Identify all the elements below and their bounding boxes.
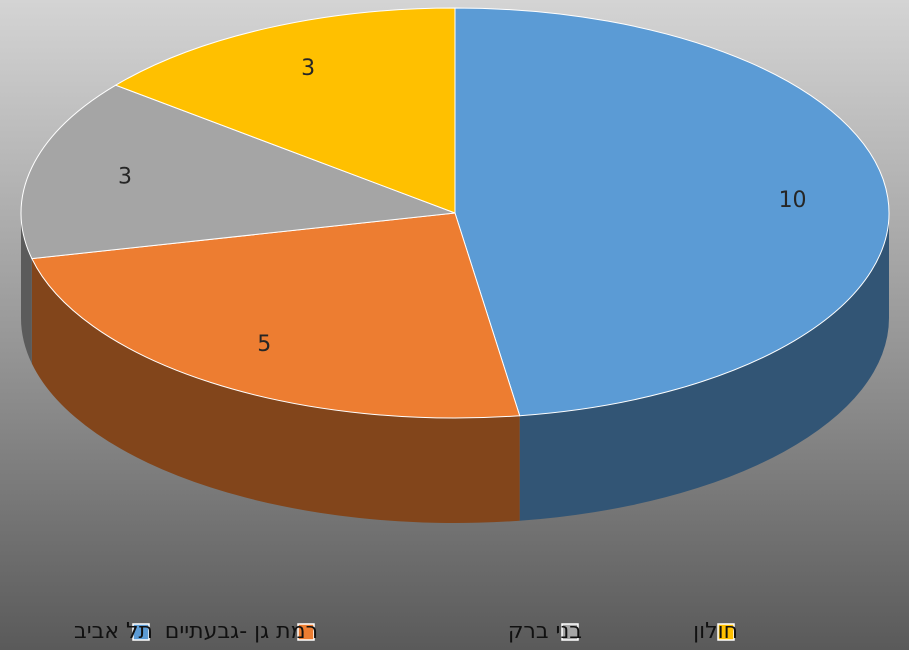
data-label: 3: [118, 164, 132, 189]
legend-label: חולון: [693, 619, 738, 644]
data-label: 10: [779, 188, 807, 213]
data-label: 3: [301, 56, 315, 81]
legend-label: בני ברק: [508, 619, 582, 644]
pie: 10 5 3 3: [21, 8, 889, 523]
data-label: 5: [257, 332, 271, 357]
legend-label: תל אביב: [74, 619, 153, 644]
legend-label: רמת גן -גבעתיים: [165, 619, 318, 644]
chart: 10 5 3 3 תל אביב רמת גן -גבעתיים בני ברק חולון: [0, 0, 909, 650]
